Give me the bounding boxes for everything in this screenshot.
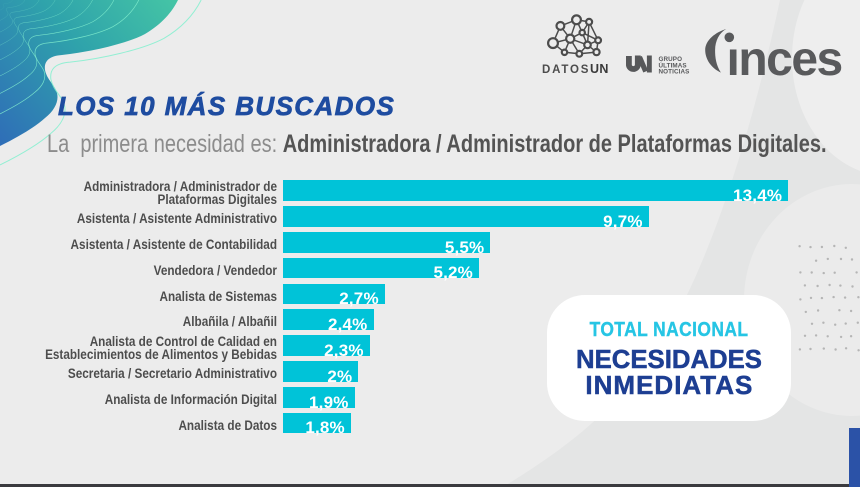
svg-text:DATOS: DATOS	[542, 64, 590, 76]
svg-text:NOTICIAS: NOTICIAS	[659, 69, 690, 76]
svg-text:ınces: ınces	[727, 33, 842, 80]
svg-text:ÚLTIMAS: ÚLTIMAS	[659, 60, 687, 69]
svg-text:GRUPO: GRUPO	[659, 56, 683, 63]
svg-text:UN: UN	[590, 62, 609, 76]
